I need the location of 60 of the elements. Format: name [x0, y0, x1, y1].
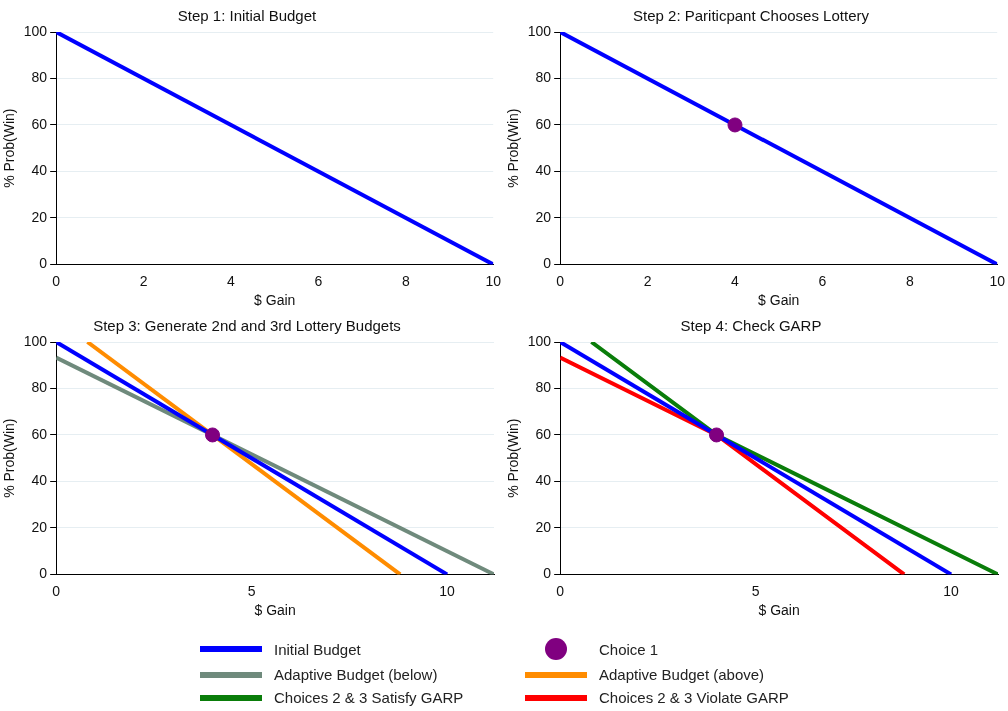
- y-tick-label: 80: [535, 69, 552, 86]
- legend-label: Choices 2 & 3 Satisfy GARP: [274, 689, 464, 706]
- x-tick-label: 4: [731, 272, 740, 289]
- y-tick-label: 80: [31, 379, 48, 396]
- y-tick-label: 20: [31, 518, 48, 535]
- y-tick-label: 100: [527, 22, 552, 39]
- y-axis-title: % Prob(Win): [505, 418, 522, 498]
- x-tick-label: 10: [485, 272, 502, 289]
- x-tick-label: 5: [247, 582, 256, 599]
- x-tick-label: 0: [52, 582, 61, 599]
- y-tick-label: 100: [23, 22, 48, 39]
- y-tick-label: 40: [535, 472, 552, 489]
- chart-title: Step 1: Initial Budget: [177, 7, 318, 25]
- x-tick-label: 6: [818, 272, 827, 289]
- legend-label: Choices 2 & 3 Violate GARP: [599, 689, 789, 706]
- y-tick-label: 100: [527, 332, 552, 349]
- y-tick-label: 80: [31, 69, 48, 86]
- y-tick-label: 20: [535, 518, 552, 535]
- x-axis-title: $ Gain: [254, 602, 296, 619]
- y-axis-title: % Prob(Win): [1, 418, 18, 498]
- x-tick-label: 5: [751, 582, 760, 599]
- y-tick-label: 60: [31, 115, 48, 132]
- legend-label: Initial Budget: [274, 640, 361, 658]
- y-tick-label: 40: [535, 162, 552, 179]
- y-tick-label: 80: [535, 379, 552, 396]
- x-tick-label: 0: [52, 272, 61, 289]
- y-tick-label: 60: [31, 425, 48, 442]
- x-tick-label: 10: [439, 582, 456, 599]
- chart-title: Step 2: Pariticpant Chooses Lottery: [633, 7, 870, 25]
- x-axis-title: $ Gain: [758, 602, 800, 619]
- x-tick-label: 2: [139, 272, 148, 289]
- y-tick-label: 20: [535, 208, 552, 225]
- y-axis-title: % Prob(Win): [1, 108, 18, 188]
- x-axis-title: $ Gain: [254, 292, 296, 309]
- x-tick-label: 8: [905, 272, 914, 289]
- y-tick-label: 0: [543, 255, 552, 272]
- y-tick-label: 0: [543, 565, 552, 582]
- x-tick-label: 4: [227, 272, 236, 289]
- y-tick-label: 60: [535, 115, 552, 132]
- x-tick-label: 0: [556, 582, 565, 599]
- legend-label: Choice 1: [599, 640, 659, 658]
- y-axis-title: % Prob(Win): [505, 108, 522, 188]
- x-axis-title: $ Gain: [758, 292, 800, 309]
- y-tick-label: 40: [31, 162, 48, 179]
- legend-label: Adaptive Budget (above): [599, 666, 765, 683]
- y-tick-label: 0: [39, 255, 48, 272]
- x-tick-label: 10: [989, 272, 1006, 289]
- legend-label: Adaptive Budget (below): [274, 666, 438, 683]
- chart-title: Step 3: Generate 2nd and 3rd Lottery Budgets: [93, 317, 401, 335]
- y-tick-label: 20: [31, 208, 48, 225]
- y-tick-label: 100: [23, 332, 48, 349]
- x-tick-label: 0: [556, 272, 565, 289]
- y-tick-label: 0: [39, 565, 48, 582]
- y-tick-label: 40: [31, 472, 48, 489]
- x-tick-label: 10: [943, 582, 960, 599]
- x-tick-label: 6: [314, 272, 323, 289]
- x-tick-label: 2: [643, 272, 652, 289]
- y-tick-label: 60: [535, 425, 552, 442]
- x-tick-label: 8: [401, 272, 410, 289]
- chart-title: Step 4: Check GARP: [680, 317, 822, 335]
